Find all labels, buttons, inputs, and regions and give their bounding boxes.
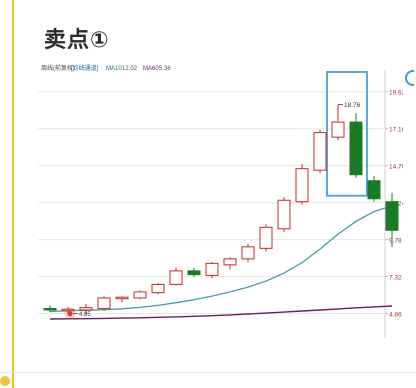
candle <box>313 129 327 174</box>
candle <box>151 282 165 295</box>
candle-body-down <box>43 307 57 311</box>
candle <box>79 303 93 315</box>
corner-dot <box>0 376 10 386</box>
ma10-line <box>49 205 393 313</box>
sell-point-highlight-box <box>326 71 368 197</box>
slide-left-border <box>12 0 14 388</box>
candle-body-down <box>367 180 381 200</box>
y-tick-label: 14.70 <box>389 164 403 171</box>
candle <box>205 261 219 279</box>
annotation-layer: 18.76 4.85 <box>64 102 361 320</box>
y-tick-label: 9.78 <box>389 238 402 245</box>
candle-body-up <box>223 258 237 266</box>
ma-legend-value: 5.36 <box>159 66 171 72</box>
candle-body-up <box>97 297 111 309</box>
candle-body-up <box>331 121 345 138</box>
candle-body-up <box>205 262 219 276</box>
kline-chart-panel: 19.6217.1614.7012.249.787.324.86 18.764.… <box>38 60 403 342</box>
candle <box>259 224 273 252</box>
candle <box>43 305 57 313</box>
candle <box>115 296 129 303</box>
ma-legend-value: 12.02 <box>122 66 138 72</box>
y-tick-label: 4.86 <box>389 312 402 319</box>
low-value-label: 4.85 <box>79 312 91 318</box>
candle <box>331 104 345 141</box>
candle <box>385 192 399 247</box>
candle <box>295 164 309 205</box>
candle-body-up <box>133 291 147 299</box>
candle-body-up <box>277 199 291 230</box>
candle <box>169 267 183 286</box>
candle-body-up <box>61 308 75 312</box>
slide-title: 卖点① <box>44 28 110 53</box>
grid-layer <box>38 91 384 315</box>
candle <box>61 306 75 313</box>
kline-chart: 19.6217.1614.7012.249.787.324.86 18.764.… <box>38 64 403 338</box>
y-tick-label: 7.32 <box>389 275 402 282</box>
candle-body-up <box>79 307 93 311</box>
highlight-layer <box>326 71 368 197</box>
candle-body-up <box>115 296 129 300</box>
candle <box>223 257 237 270</box>
candle-body-up <box>259 226 273 249</box>
side-tab-marker <box>405 70 414 86</box>
candle-body-down <box>385 201 399 231</box>
candle-layer <box>43 104 399 315</box>
y-tick-label: 19.62 <box>389 90 403 97</box>
candle <box>187 267 201 277</box>
candle-body-up <box>151 283 165 294</box>
candle <box>277 197 291 232</box>
candle-body-down <box>349 121 363 176</box>
indicator-label: [均线通道] <box>71 64 99 72</box>
ma-legend-name: MA10 <box>106 66 122 72</box>
candle-body-up <box>313 132 327 171</box>
ma-layer <box>49 205 393 320</box>
y-tick-label: 17.16 <box>389 127 403 134</box>
candle-body-up <box>169 270 183 285</box>
ma-legend-name: MA60 <box>143 66 159 72</box>
candle <box>349 113 363 178</box>
low-point-marker <box>67 311 73 317</box>
candle <box>97 296 111 311</box>
candle <box>241 243 255 262</box>
candle-body-down <box>187 270 201 276</box>
high-value-label: 18.76 <box>344 102 361 109</box>
chart-header: 周线(前复权)[均线通道] MA10 12.02 MA60 5.36 <box>41 64 171 72</box>
period-label: 周线(前复权) <box>41 64 75 72</box>
candle <box>367 176 381 202</box>
candle <box>133 290 147 300</box>
candle-body-up <box>295 168 309 203</box>
candle-body-up <box>241 246 255 260</box>
slide-bottom-border <box>0 372 416 373</box>
ma60-line <box>49 305 393 320</box>
